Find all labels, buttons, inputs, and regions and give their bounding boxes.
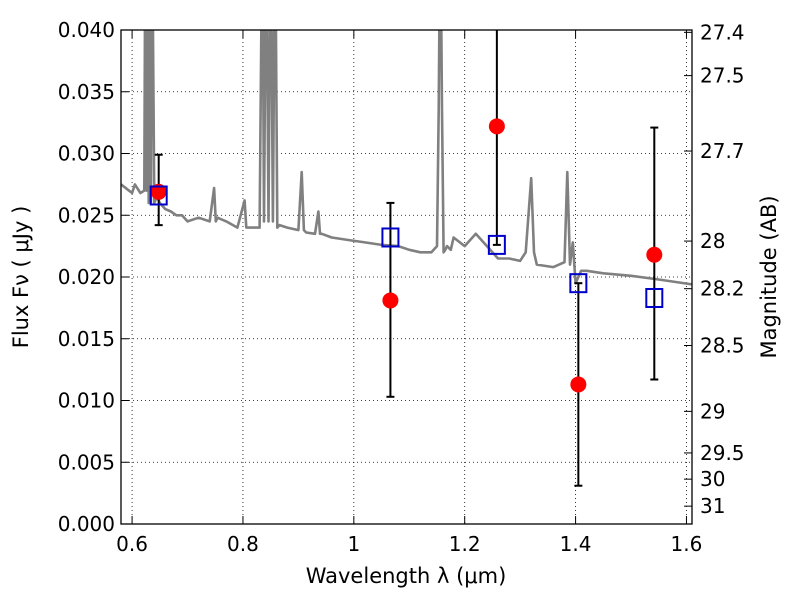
right-tick-label: 29.5 [700,441,745,465]
model-spectrum-line [121,30,692,286]
y-tick-label: 0.010 [58,389,115,413]
y-axis-right-label: Magnitude (AB) [757,195,781,358]
model-photometry-square [381,227,400,248]
observed-point [382,292,399,309]
model-photometry-layer [149,185,664,308]
model-photometry-square [569,273,588,294]
right-tick-label: 29 [700,399,725,423]
right-tick-label: 28.5 [700,333,745,357]
y-tick-label: 0.015 [58,327,115,351]
y-tick-label: 0.025 [58,203,115,227]
right-tick-label: 27.5 [700,64,745,88]
y-tick-label: 0.000 [58,512,115,536]
right-tick-label: 28 [700,229,725,253]
y-tick-label: 0.040 [58,18,115,42]
errorbar-layer [154,30,659,487]
y-tick-label: 0.030 [58,142,115,166]
x-tick-label: 1.4 [560,532,592,556]
tick-labels: 0.6 0.8 1 1.2 1.4 1.6 0.000 0.005 0.010 0.015 0.02… [58,18,745,556]
y-axis-label: Flux Fν ( μJy ) [9,206,33,349]
y-tick-label: 0.005 [58,450,115,474]
y-tick-label: 0.020 [58,265,115,289]
right-tick-label: 27.4 [700,20,745,44]
observed-points-layer [150,118,663,393]
x-axis-label: Wavelength λ (μm) [306,564,507,588]
observed-point [646,246,663,263]
observed-point [488,118,505,135]
observed-point [570,376,587,393]
model-photometry-square [487,234,506,255]
y-tick-label: 0.035 [58,80,115,104]
plot-frame [120,29,693,525]
right-tick-label: 28.2 [700,277,745,301]
right-tick-label: 27.7 [700,139,745,163]
x-tick-label: 1.6 [671,532,703,556]
x-tick-label: 0.6 [116,532,148,556]
model-photometry-square [645,287,664,308]
model-spectrum-layer [121,30,692,286]
x-tick-label: 1.2 [449,532,481,556]
right-tick-label: 30 [700,467,725,491]
tick-marks [121,29,692,525]
right-tick-label: 31 [700,494,725,518]
x-tick-label: 1 [347,532,360,556]
model-photometry-square [149,185,168,206]
observed-point [150,183,167,200]
x-tick-label: 0.8 [227,532,259,556]
grid-lines [121,30,692,524]
